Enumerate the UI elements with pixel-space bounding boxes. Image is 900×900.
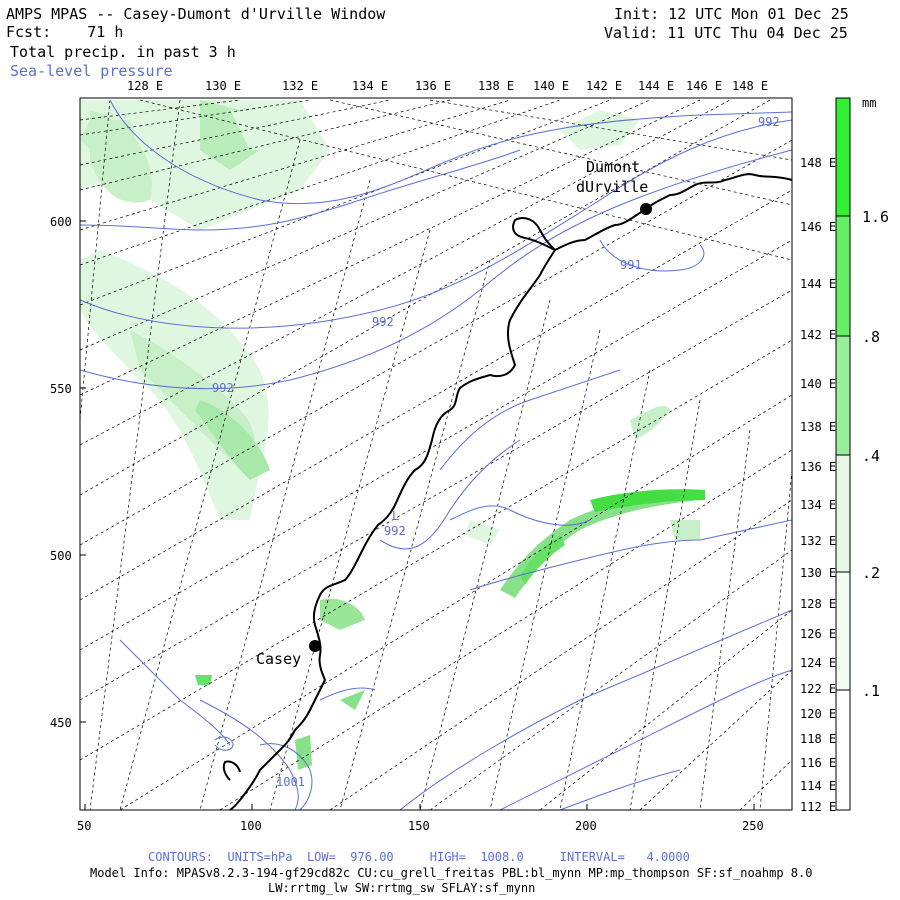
- colorbar-segment: [836, 336, 850, 455]
- top-lon-label: 136 E: [415, 79, 451, 93]
- lat-lon-grid: [79, 99, 793, 811]
- right-lon-label: 148 E: [800, 156, 836, 170]
- y-tick-label: 450: [50, 716, 72, 730]
- right-lon-label: 146 E: [800, 220, 836, 234]
- colorbar-segment: [836, 98, 850, 216]
- station-label-durville: dUrville: [576, 178, 648, 196]
- right-lon-label: 120 E: [800, 707, 836, 721]
- top-lon-label: 132 E: [282, 79, 318, 93]
- init-time: Init: 12 UTC Mon 01 Dec 25: [614, 5, 849, 23]
- precip-shading: [80, 100, 705, 770]
- y-tick-label: 600: [50, 215, 72, 229]
- right-lon-label: 118 E: [800, 732, 836, 746]
- top-lon-label: 138 E: [478, 79, 514, 93]
- x-tick-label: 150: [408, 819, 430, 833]
- x-tick-label: 100: [240, 819, 262, 833]
- pressure-contours: [79, 99, 793, 811]
- right-lon-label: 140 E: [800, 377, 836, 391]
- colorbar-segment: [836, 216, 850, 336]
- colorbar-label: .2: [862, 564, 880, 582]
- right-lon-label: 114 E: [800, 779, 836, 793]
- right-lon-label: 132 E: [800, 534, 836, 548]
- station-dumont-durville-marker: [640, 203, 652, 215]
- right-lon-label: 142 E: [800, 328, 836, 342]
- right-lon-label: 138 E: [800, 420, 836, 434]
- station-label-casey: Casey: [256, 650, 301, 668]
- field-label: Total precip. in past 3 h: [10, 43, 236, 61]
- colorbar: [835, 97, 851, 811]
- colorbar-label: .4: [862, 447, 880, 465]
- forecast-label: Fcst: 71 h: [6, 24, 123, 40]
- colorbar-unit: mm: [862, 96, 876, 110]
- top-lon-label: 130 E: [205, 79, 241, 93]
- model-info-line2: LW:rrtmg_lw SW:rrtmg_sw SFLAY:sf_mynn: [268, 881, 536, 895]
- right-lon-label: 122 E: [800, 682, 836, 696]
- right-lon-label: 112 E: [800, 800, 836, 814]
- valid-time: Valid: 11 UTC Thu 04 Dec 25: [604, 24, 848, 42]
- station-label-dumont: Dumont: [586, 158, 640, 176]
- colorbar-segment: [836, 690, 850, 810]
- right-lon-label: 116 E: [800, 756, 836, 770]
- top-lon-label: 146 E: [686, 79, 722, 93]
- contour-label: 992: [372, 315, 394, 329]
- right-lon-label: 126 E: [800, 627, 836, 641]
- right-lon-label: 136 E: [800, 460, 836, 474]
- chart-title: AMPS MPAS -- Casey-Dumont d'Urville Wind…: [6, 5, 386, 23]
- top-lon-label: 128 E: [127, 79, 163, 93]
- contour-label: 992: [758, 115, 780, 129]
- contours-info: CONTOURS: UNITS=hPa LOW= 976.00 HIGH= 10…: [148, 850, 690, 864]
- right-lon-label: 130 E: [800, 566, 836, 580]
- y-tick-label: 500: [50, 549, 72, 563]
- x-tick-label: 50: [77, 819, 91, 833]
- top-lon-label: 148 E: [732, 79, 768, 93]
- top-lon-label: 134 E: [352, 79, 388, 93]
- colorbar-label: .1: [862, 682, 880, 700]
- station-casey-marker: [309, 640, 321, 652]
- contour-label: 992: [384, 524, 406, 538]
- top-lon-label: 144 E: [638, 79, 674, 93]
- colorbar-label: 1.6: [862, 208, 889, 226]
- plot-frame: [79, 97, 793, 811]
- contour-label: 1001: [276, 775, 305, 789]
- y-tick-label: 550: [50, 382, 72, 396]
- colorbar-segment: [836, 455, 850, 572]
- top-lon-label: 142 E: [586, 79, 622, 93]
- x-tick-label: 250: [742, 819, 764, 833]
- fcst-label: Fcst:: [6, 23, 52, 41]
- x-tick-label: 200: [575, 819, 597, 833]
- top-lon-label: 140 E: [533, 79, 569, 93]
- overlay-label: Sea-level pressure: [10, 62, 173, 80]
- colorbar-segment: [836, 572, 850, 690]
- right-lon-label: 124 E: [800, 656, 836, 670]
- right-lon-label: 128 E: [800, 597, 836, 611]
- model-info: Model Info: MPASv8.2.3-194-gf29cd82c CU:…: [90, 866, 813, 880]
- contour-label: 992: [212, 381, 234, 395]
- low-pressure-marker: L: [392, 509, 399, 523]
- right-lon-label: 134 E: [800, 498, 836, 512]
- colorbar-label: .8: [862, 328, 880, 346]
- fcst-value: 71 h: [87, 23, 124, 41]
- contour-label: 991: [620, 258, 642, 272]
- right-lon-label: 144 E: [800, 277, 836, 291]
